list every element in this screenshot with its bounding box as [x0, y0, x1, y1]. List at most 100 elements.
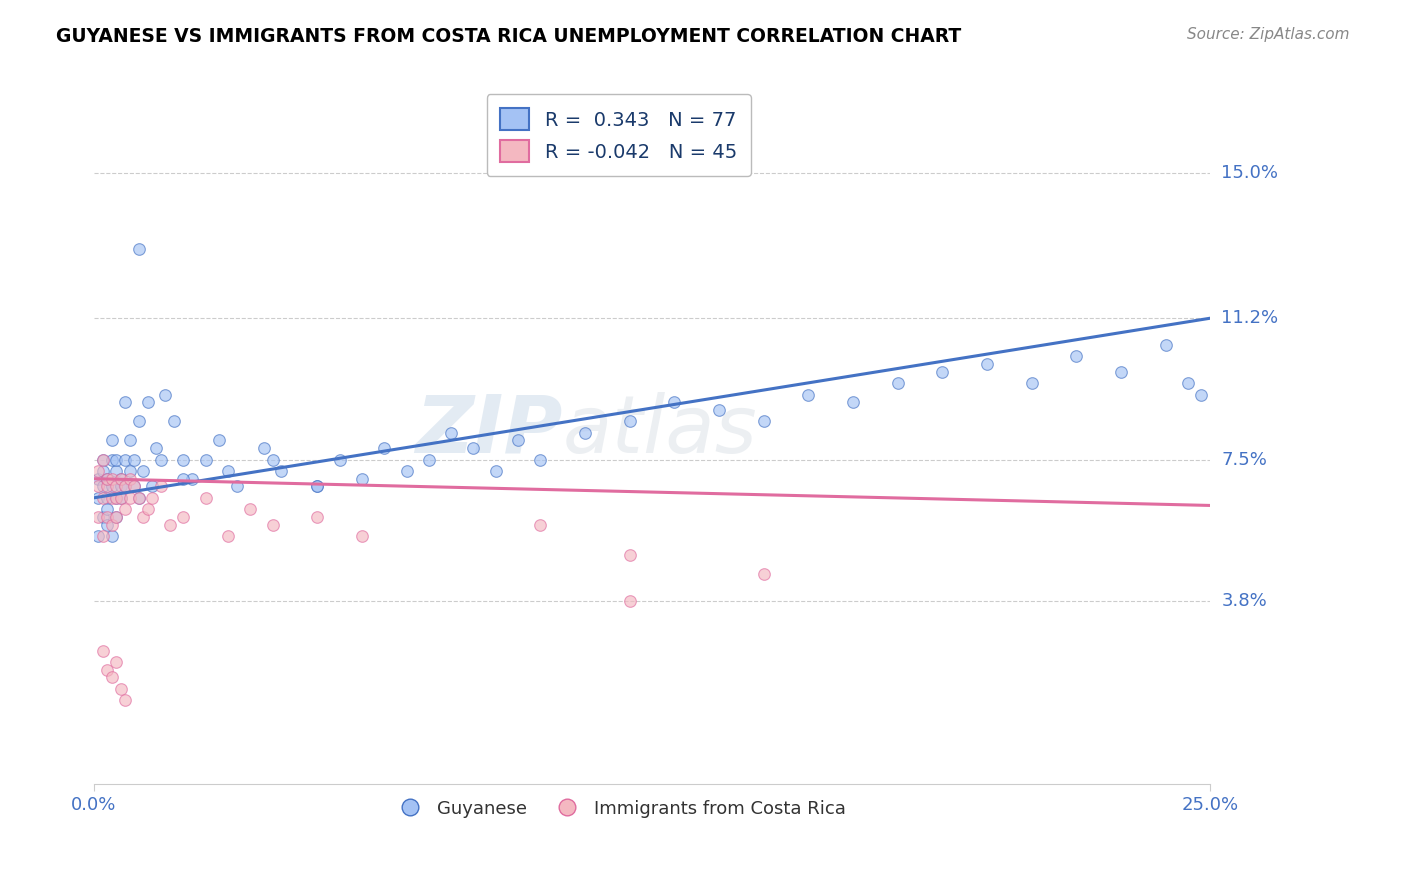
Point: [141, 479, 163, 493]
Point: [91, 452, 114, 467]
Point: [128, 414, 150, 428]
Point: [159, 517, 181, 532]
Point: [752, 567, 775, 582]
Point: [105, 491, 128, 505]
Point: [105, 510, 128, 524]
Point: [418, 452, 440, 467]
Point: [105, 491, 128, 505]
Point: [239, 502, 262, 516]
Point: [128, 243, 150, 257]
Point: [96, 472, 118, 486]
Point: [114, 693, 136, 707]
Legend: Guyanese, Immigrants from Costa Rica: Guyanese, Immigrants from Costa Rica: [384, 792, 853, 825]
Point: [87, 510, 110, 524]
Point: [91, 643, 114, 657]
Point: [87, 491, 110, 505]
Point: [110, 681, 132, 696]
Text: Source: ZipAtlas.com: Source: ZipAtlas.com: [1187, 27, 1350, 42]
Point: [529, 517, 551, 532]
Point: [91, 510, 114, 524]
Point: [122, 479, 145, 493]
Point: [350, 529, 373, 543]
Text: 15.0%: 15.0%: [1222, 164, 1278, 182]
Point: [328, 452, 350, 467]
Point: [87, 529, 110, 543]
Point: [128, 491, 150, 505]
Point: [172, 452, 194, 467]
Point: [886, 376, 908, 391]
Point: [110, 491, 132, 505]
Point: [619, 414, 641, 428]
Point: [752, 414, 775, 428]
Point: [463, 441, 485, 455]
Point: [118, 464, 141, 478]
Point: [101, 479, 124, 493]
Point: [96, 491, 118, 505]
Point: [87, 479, 110, 493]
Point: [96, 517, 118, 532]
Point: [105, 655, 128, 669]
Point: [508, 434, 530, 448]
Point: [574, 425, 596, 440]
Point: [529, 452, 551, 467]
Point: [101, 529, 124, 543]
Point: [307, 510, 329, 524]
Text: 11.2%: 11.2%: [1222, 310, 1278, 327]
Point: [172, 472, 194, 486]
Point: [149, 479, 172, 493]
Point: [110, 472, 132, 486]
Point: [931, 365, 953, 379]
Point: [136, 502, 159, 516]
Point: [194, 452, 217, 467]
Point: [105, 452, 128, 467]
Point: [1109, 365, 1132, 379]
Point: [110, 479, 132, 493]
Point: [114, 395, 136, 409]
Point: [976, 357, 998, 371]
Point: [87, 464, 110, 478]
Point: [105, 464, 128, 478]
Point: [136, 395, 159, 409]
Point: [262, 517, 284, 532]
Point: [664, 395, 686, 409]
Point: [270, 464, 292, 478]
Point: [262, 452, 284, 467]
Point: [118, 434, 141, 448]
Point: [128, 491, 150, 505]
Point: [485, 464, 508, 478]
Point: [797, 387, 820, 401]
Point: [619, 594, 641, 608]
Point: [96, 479, 118, 493]
Point: [114, 479, 136, 493]
Point: [101, 452, 124, 467]
Point: [1177, 376, 1199, 391]
Point: [217, 464, 239, 478]
Point: [350, 472, 373, 486]
Point: [395, 464, 418, 478]
Point: [149, 452, 172, 467]
Point: [101, 517, 124, 532]
Point: [96, 502, 118, 516]
Point: [114, 452, 136, 467]
Point: [132, 464, 155, 478]
Point: [194, 491, 217, 505]
Point: [105, 479, 128, 493]
Point: [118, 491, 141, 505]
Point: [91, 479, 114, 493]
Point: [87, 472, 110, 486]
Point: [208, 434, 231, 448]
Point: [307, 479, 329, 493]
Point: [1021, 376, 1043, 391]
Text: 7.5%: 7.5%: [1222, 450, 1267, 468]
Point: [101, 491, 124, 505]
Point: [96, 510, 118, 524]
Point: [114, 479, 136, 493]
Point: [619, 548, 641, 562]
Point: [225, 479, 247, 493]
Text: ZIP: ZIP: [415, 392, 562, 470]
Point: [1066, 350, 1088, 364]
Point: [172, 510, 194, 524]
Point: [1189, 387, 1212, 401]
Point: [96, 663, 118, 677]
Text: GUYANESE VS IMMIGRANTS FROM COSTA RICA UNEMPLOYMENT CORRELATION CHART: GUYANESE VS IMMIGRANTS FROM COSTA RICA U…: [56, 27, 962, 45]
